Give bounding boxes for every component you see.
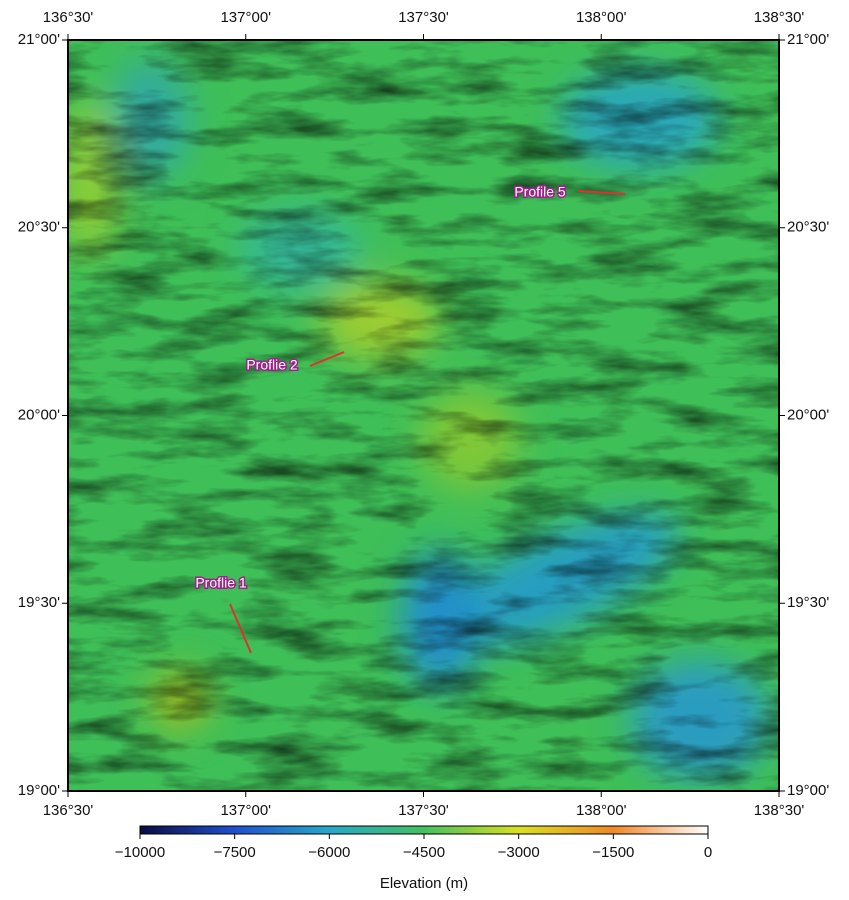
y-tick-label: 21°00' (787, 31, 829, 48)
bathymetry (60, 40, 779, 791)
profile-label: Proflie 1 (195, 575, 247, 591)
x-tick-label: 137°00' (220, 802, 271, 819)
colorbar (140, 826, 708, 834)
y-tick-label: 21°00' (18, 31, 60, 48)
profile-label: Proflie 2 (246, 357, 298, 373)
y-tick-label: 20°00' (787, 406, 829, 423)
profile-label: Profile 5 (514, 184, 566, 200)
colorbar-tick-label: −1500 (592, 844, 634, 861)
colorbar-tick-label: −6000 (308, 844, 350, 861)
y-tick-label: 19°00' (18, 782, 60, 799)
y-tick-label: 20°00' (18, 406, 60, 423)
y-tick-label: 19°30' (787, 594, 829, 611)
y-tick-label: 19°00' (787, 782, 829, 799)
x-tick-label: 138°00' (576, 9, 627, 26)
colorbar-tick-label: −4500 (403, 844, 445, 861)
map-page: Profile 5 Proflie 2 Proflie 1 Elevation … (0, 0, 849, 895)
y-tick-label: 19°30' (18, 594, 60, 611)
colorbar-tick-label: −3000 (498, 844, 540, 861)
y-tick-label: 20°30' (787, 219, 829, 236)
colorbar-label: Elevation (m) (380, 875, 468, 892)
x-tick-label: 138°30' (754, 9, 805, 26)
x-tick-label: 138°30' (754, 802, 805, 819)
colorbar-tick-label: −7500 (214, 844, 256, 861)
colorbar-tick-label: −10000 (115, 844, 165, 861)
x-tick-label: 138°00' (576, 802, 627, 819)
y-tick-label: 20°30' (18, 219, 60, 236)
x-tick-label: 137°30' (398, 802, 449, 819)
colorbar-tick-label: 0 (704, 844, 712, 861)
x-tick-label: 137°00' (220, 9, 271, 26)
x-tick-label: 137°30' (398, 9, 449, 26)
x-tick-label: 136°30' (43, 802, 94, 819)
x-tick-label: 136°30' (43, 9, 94, 26)
